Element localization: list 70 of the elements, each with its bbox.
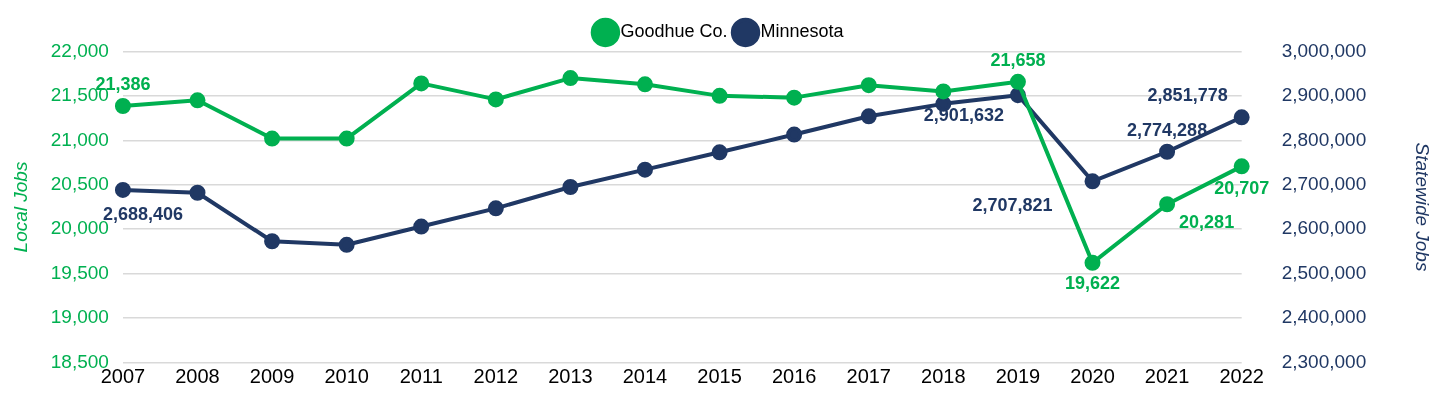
- y2-tick-label: 2,400,000: [1281, 306, 1367, 328]
- y2-axis-title: Statewide Jobs: [1412, 142, 1434, 272]
- point: [338, 236, 355, 253]
- point: [562, 70, 579, 87]
- data-label: 20,281: [1179, 212, 1235, 233]
- x-tick-label: 2011: [399, 365, 443, 388]
- point: [711, 144, 728, 161]
- point: [189, 92, 206, 109]
- point: [1009, 73, 1026, 90]
- y-tick-label: 21,000: [50, 128, 109, 150]
- point: [1233, 158, 1250, 175]
- point: [487, 91, 504, 108]
- point: [1084, 254, 1101, 271]
- legend-label: Minnesota: [760, 21, 845, 42]
- x-tick-label: 2010: [324, 365, 369, 388]
- point: [264, 233, 281, 250]
- x-tick-label: 2008: [175, 365, 220, 388]
- point: [1159, 196, 1176, 213]
- x-tick-label: 2016: [771, 365, 817, 388]
- point: [114, 97, 131, 114]
- y2-tick-label: 2,700,000: [1281, 173, 1367, 195]
- x-tick-label: 2012: [473, 365, 519, 388]
- point: [338, 130, 355, 147]
- point: [114, 181, 131, 198]
- data-label: 2,851,778: [1147, 85, 1228, 106]
- point: [637, 161, 653, 178]
- y2-tick-label: 2,800,000: [1281, 128, 1367, 150]
- y2-tick-label: 2,300,000: [1281, 350, 1367, 372]
- point: [562, 178, 579, 195]
- y2-tick-label: 2,500,000: [1281, 261, 1367, 283]
- y2-tick-label: 3,000,000: [1281, 39, 1367, 61]
- point: [487, 200, 504, 217]
- x-tick-label: 2022: [1219, 365, 1264, 388]
- data-label: 2,774,288: [1127, 119, 1208, 140]
- data-label: 2,707,821: [972, 195, 1053, 216]
- data-label: 2,901,632: [923, 105, 1004, 126]
- point: [1084, 173, 1101, 190]
- point: [860, 108, 877, 125]
- point: [413, 75, 430, 92]
- point: [786, 126, 803, 143]
- legend-label: Goodhue Co.: [620, 21, 728, 42]
- x-tick-label: 2014: [622, 365, 668, 388]
- point: [264, 130, 281, 147]
- point: [711, 87, 728, 104]
- x-tick-label: 2013: [548, 365, 593, 388]
- point: [1233, 109, 1250, 126]
- data-label: 20,707: [1214, 178, 1270, 199]
- point: [860, 77, 877, 94]
- x-tick-label: 2018: [921, 365, 966, 388]
- data-label: 19,622: [1064, 272, 1121, 293]
- point: [1159, 143, 1176, 160]
- point: [413, 218, 430, 235]
- point: [786, 89, 803, 106]
- y-tick-label: 22,000: [50, 39, 109, 61]
- data-label: 21,658: [990, 49, 1046, 70]
- point: [189, 184, 206, 201]
- x-tick-label: 2019: [995, 365, 1041, 388]
- y2-tick-label: 2,600,000: [1281, 217, 1367, 239]
- x-tick-label: 2020: [1070, 365, 1115, 388]
- y-tick-label: 19,500: [50, 261, 109, 283]
- y-tick-label: 19,000: [50, 306, 109, 328]
- x-tick-label: 2009: [249, 365, 295, 388]
- x-tick-label: 2021: [1144, 365, 1190, 388]
- point: [935, 83, 952, 100]
- x-tick-label: 2017: [846, 365, 891, 388]
- y2-tick-label: 2,900,000: [1281, 84, 1367, 106]
- y-axis-title: Local Jobs: [9, 161, 31, 253]
- y-tick-label: 20,500: [50, 173, 109, 195]
- x-tick-label: 2015: [697, 365, 742, 388]
- point: [637, 76, 653, 93]
